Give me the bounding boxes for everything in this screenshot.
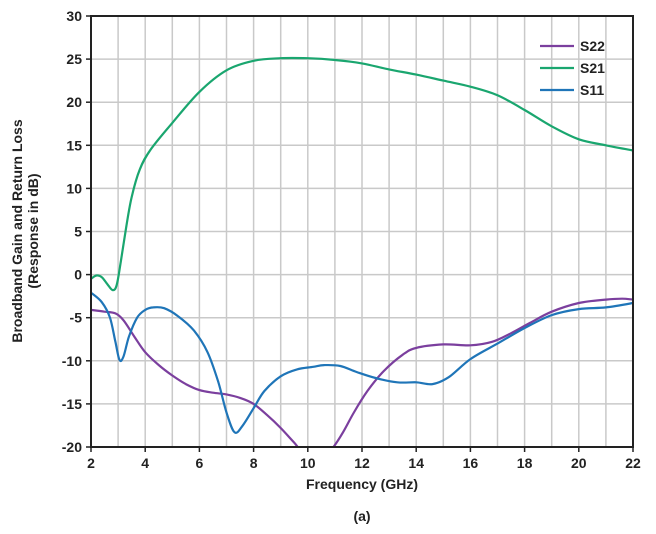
y-tick-label: 20 [66,94,82,110]
series-group [91,56,633,447]
series-line-s22 [91,297,633,447]
y-tick-label: 15 [66,137,82,153]
x-tick-label: 6 [196,455,204,471]
x-tick-label: 8 [250,455,258,471]
y-tick-label: 0 [74,267,82,283]
legend-label-s11: S11 [580,82,604,98]
x-tick-label: 18 [517,455,533,471]
y-tick-label: -15 [62,396,82,412]
y-tick-label: -20 [62,439,82,455]
x-tick-label: 10 [300,455,316,471]
x-tick-label: 4 [141,455,149,471]
x-tick-label: 20 [571,455,587,471]
ticks: 2 4 6 8 10 12 14 16 18 20 22 -20 -15 -10 -5 0 5 10 15 20 25 3… [62,8,641,471]
series-line-s21 [91,56,633,292]
y-tick-label: 25 [66,51,82,67]
y-axis-title-line2: (Response in dB) [25,173,41,288]
y-tick-label: -5 [70,310,83,326]
y-axis-title-line1: Broadband Gain and Return Loss [9,119,25,342]
x-tick-label: 16 [463,455,479,471]
y-tick-label: -10 [62,353,82,369]
x-tick-label: 2 [87,455,95,471]
x-tick-label: 12 [354,455,370,471]
y-tick-label: 30 [66,8,82,24]
y-tick-label: 5 [74,224,82,240]
x-tick-label: 22 [625,455,641,471]
grid [91,16,633,447]
x-tick-label: 14 [408,455,424,471]
figure-caption: (a) [353,508,370,524]
legend-label-s21: S21 [580,60,605,76]
series-line-s11 [91,291,633,434]
y-tick-label: 10 [66,180,82,196]
legend: S22 S21 S11 [540,38,605,98]
x-axis-title: Frequency (GHz) [306,476,418,492]
legend-label-s22: S22 [580,38,605,54]
